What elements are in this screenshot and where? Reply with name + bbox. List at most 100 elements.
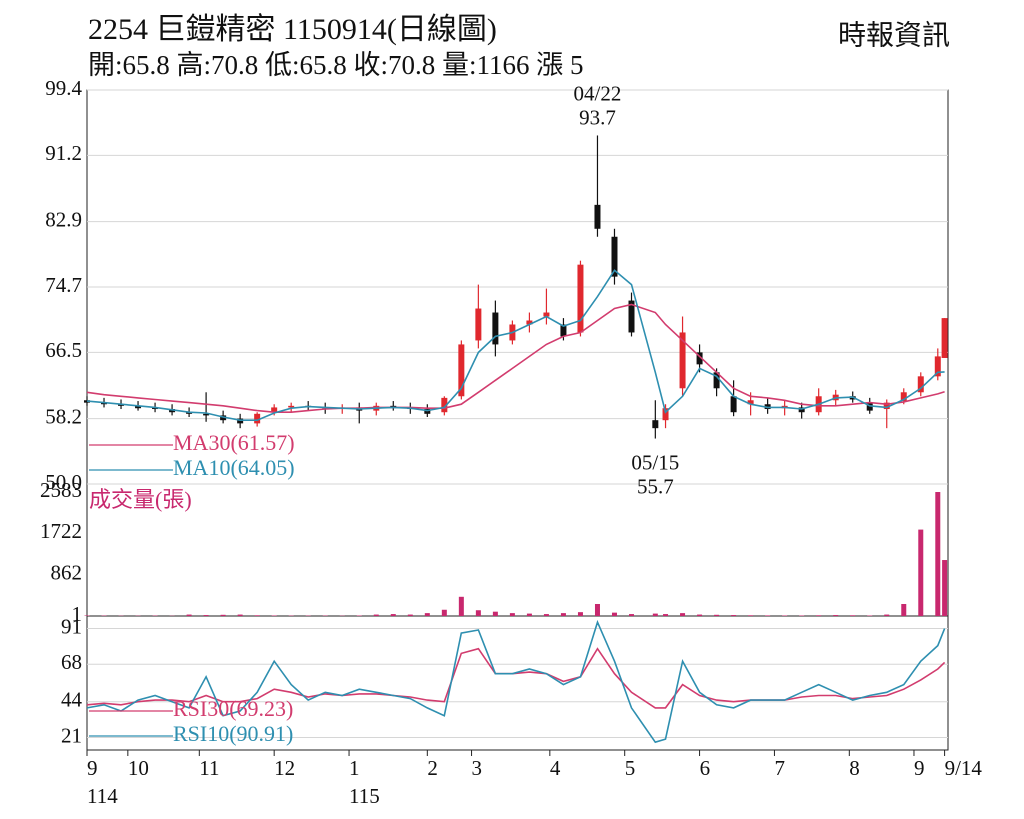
volume-bar: [629, 614, 635, 616]
legend-label: MA10(64.05): [173, 455, 295, 480]
candle-body: [543, 312, 550, 317]
y-tick-label: 50.0: [45, 470, 82, 494]
candle-body: [679, 332, 686, 389]
series-line: [86, 269, 945, 421]
volume-bar: [458, 596, 464, 616]
candle-body: [747, 400, 754, 405]
candle-body: [934, 356, 941, 377]
legend-label: MA30(61.57): [173, 430, 295, 455]
volume-bar: [680, 613, 686, 616]
y-tick-label: 1: [72, 602, 83, 626]
candle-body: [560, 324, 567, 337]
x-tick-label: 4: [550, 756, 561, 780]
volume-bar: [697, 614, 703, 616]
volume-bar: [884, 614, 890, 616]
source: 時報資訊: [838, 19, 950, 51]
volume-bar: [526, 613, 532, 616]
candle-body: [713, 372, 720, 389]
candle-body: [652, 420, 659, 429]
volume-bar: [220, 614, 226, 616]
volume-bar: [390, 614, 396, 616]
legend-label: RSI30(69.23): [173, 696, 293, 721]
y-tick-label: 68: [61, 650, 82, 674]
volume-bar: [942, 560, 948, 616]
volume-bar: [663, 614, 669, 616]
x-tick-label: 10: [128, 756, 149, 780]
volume-bar: [611, 612, 617, 616]
candle-body: [118, 404, 125, 406]
candle-body: [492, 312, 499, 345]
y-tick-label: 82.9: [45, 207, 82, 231]
series-line: [86, 647, 946, 709]
y-tick-label: 91: [61, 614, 82, 638]
candle-body: [883, 402, 890, 410]
volume-bar: [475, 610, 481, 616]
volume-bar: [918, 529, 924, 616]
volume-bar: [203, 615, 209, 616]
volume-bar: [373, 614, 379, 616]
candle-body: [254, 413, 261, 424]
x-tick-label: 9: [914, 756, 925, 780]
panel-title: 成交量(張): [89, 487, 192, 512]
volume-bar: [731, 615, 737, 616]
y-tick-label: 2583: [40, 478, 82, 502]
x-tick-label: 8: [849, 756, 860, 780]
candle-body: [730, 396, 737, 413]
candle-body: [798, 407, 805, 413]
volume-bar: [816, 615, 822, 616]
candle-body: [288, 405, 295, 408]
volume-bar: [424, 613, 430, 616]
candle-body: [101, 402, 108, 405]
candle-body: [696, 352, 703, 365]
candle-body: [203, 413, 210, 416]
candle-body: [458, 344, 465, 397]
volume-bar: [407, 614, 413, 616]
y-tick-label: 91.2: [45, 141, 82, 165]
annotation-label: 05/15: [631, 450, 679, 474]
volume-bar: [833, 615, 839, 616]
candle-body: [917, 376, 924, 393]
volume-bar: [594, 604, 600, 616]
y-tick-label: 58.2: [45, 404, 82, 428]
volume-bar: [850, 615, 856, 616]
volume-bar: [748, 615, 754, 616]
volume-bar: [714, 614, 720, 616]
y-tick-label: 99.4: [45, 76, 82, 100]
candle-body: [186, 412, 193, 414]
candle-body: [152, 407, 159, 410]
candle-body: [135, 405, 142, 409]
x-tick-label: 12: [274, 756, 295, 780]
annotation-value: 55.7: [637, 474, 674, 498]
x-tick-label: 9: [87, 756, 98, 780]
volume-bar: [237, 614, 243, 616]
y-tick-label: 21: [61, 723, 82, 747]
y-tick-label: 66.5: [45, 338, 82, 362]
x-tick-label: 6: [700, 756, 711, 780]
candle-body: [662, 408, 669, 421]
candle-body: [271, 407, 278, 413]
annotation-label: 04/22: [574, 81, 622, 105]
candle-body: [526, 320, 533, 325]
candle-body: [611, 236, 618, 277]
plot-frame: [86, 89, 949, 751]
x-year-label: 115: [349, 784, 380, 808]
chart-subtitle: 開:65.8 高:70.8 低:65.8 收:70.8 量:1166 漲 5: [88, 50, 584, 80]
candle-body: [900, 392, 907, 402]
candle-body: [169, 409, 176, 413]
volume-bar: [492, 611, 498, 616]
candle-body: [475, 308, 482, 341]
candle-body: [594, 204, 601, 229]
y-tick-label: 862: [51, 560, 83, 584]
x-tick-label: 2: [427, 756, 438, 780]
y-tick-label: 44: [61, 688, 83, 712]
candle-body: [628, 300, 635, 333]
volume-bar: [186, 614, 192, 616]
candle-body: [424, 409, 431, 414]
volume-bar: [765, 615, 771, 616]
x-tick-label: 11: [199, 756, 219, 780]
y-tick-label: 1722: [40, 519, 82, 543]
candle-body: [441, 397, 448, 413]
volume-bar: [560, 613, 566, 616]
volume-bar: [254, 615, 260, 616]
y-tick-label: 74.7: [45, 273, 82, 297]
